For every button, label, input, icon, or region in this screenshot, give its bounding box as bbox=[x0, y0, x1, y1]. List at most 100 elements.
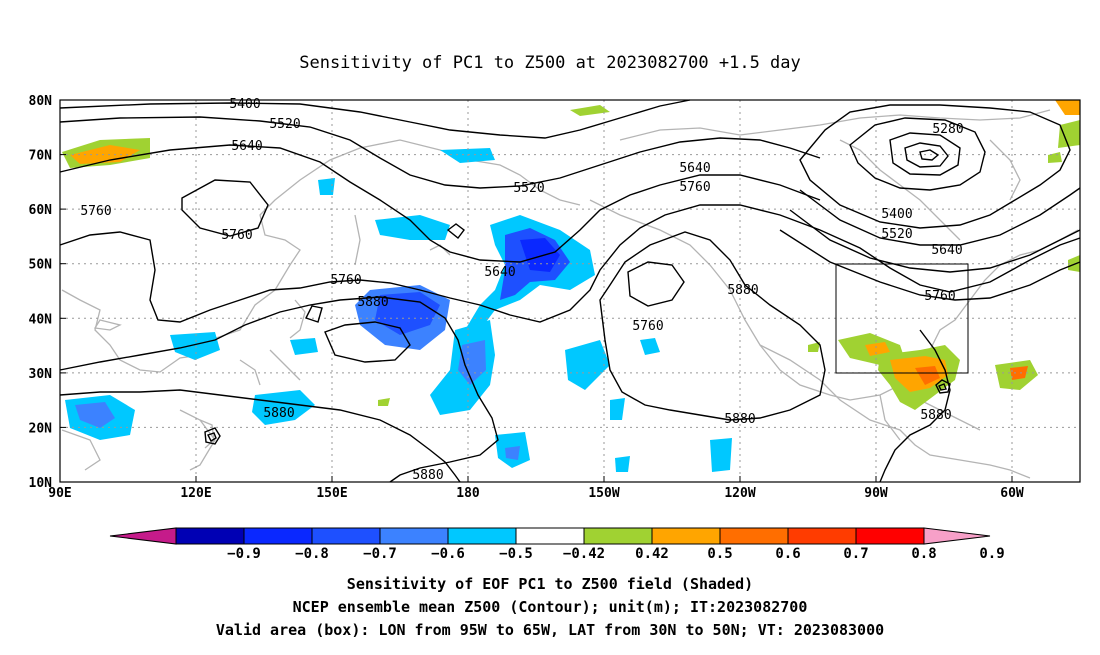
lon-label: 90W bbox=[864, 486, 888, 501]
lon-label: 60W bbox=[1000, 486, 1024, 501]
colorbar-left-triangle bbox=[109, 527, 177, 545]
colorbar-box bbox=[175, 527, 245, 545]
shade-negative bbox=[290, 338, 318, 355]
caption-line-2: NCEP ensemble mean Z500 (Contour); unit(… bbox=[293, 598, 808, 616]
contour-label: 5280 bbox=[932, 122, 963, 137]
latitude-labels: 80N 70N 60N 50N 40N 30N 20N 10N bbox=[29, 94, 53, 491]
shade-negative bbox=[375, 292, 440, 335]
shade-positive bbox=[1010, 366, 1028, 380]
colorbar-box bbox=[379, 527, 449, 545]
lat-label: 60N bbox=[29, 203, 53, 218]
contour-label: 5520 bbox=[881, 227, 912, 242]
contour-label: 5400 bbox=[881, 207, 912, 222]
lon-label: 150E bbox=[316, 486, 347, 501]
contour-label: 5640 bbox=[231, 139, 262, 154]
lat-label: 80N bbox=[29, 94, 53, 109]
shade-negative bbox=[505, 446, 520, 460]
contour-label: 5760 bbox=[221, 228, 252, 243]
colorbar-box bbox=[583, 527, 653, 545]
contour-label: 5880 bbox=[920, 408, 951, 423]
valid-area-box bbox=[835, 263, 969, 374]
shade-positive bbox=[1055, 100, 1080, 115]
contour-label: 5760 bbox=[330, 273, 361, 288]
contour-label: 5640 bbox=[679, 161, 710, 176]
colorbar-label: −0.7 bbox=[363, 546, 397, 562]
shade-negative bbox=[710, 438, 732, 472]
colorbar-label: −0.9 bbox=[227, 546, 261, 562]
figure-title: Sensitivity of PC1 to Z500 at 2023082700… bbox=[299, 53, 801, 73]
colorbar-label: 0.6 bbox=[775, 546, 800, 562]
contour-label: 5520 bbox=[269, 117, 300, 132]
lat-label: 20N bbox=[29, 421, 53, 436]
shade-negative bbox=[318, 178, 335, 195]
shade-negative bbox=[565, 340, 610, 390]
shade-positive bbox=[865, 342, 890, 356]
contour-label: 5640 bbox=[931, 243, 962, 258]
colorbar-label: −0.42 bbox=[563, 546, 605, 562]
contour-label: 5880 bbox=[412, 468, 443, 483]
contour-labels: 5400 5520 5640 5760 5760 5520 5640 5760 … bbox=[80, 97, 963, 483]
colorbar-label: −0.6 bbox=[431, 546, 465, 562]
colorbar-box bbox=[311, 527, 381, 545]
z500-contours bbox=[59, 99, 1081, 483]
shade-positive bbox=[915, 366, 940, 385]
coastlines bbox=[61, 109, 1079, 479]
contour-label: 5880 bbox=[727, 283, 758, 298]
contour-label: 5760 bbox=[924, 289, 955, 304]
axis-ticks bbox=[60, 99, 1013, 482]
contour-label: 5760 bbox=[679, 180, 710, 195]
contour-label: 5520 bbox=[513, 181, 544, 196]
lon-label: 180 bbox=[456, 486, 480, 501]
colorbar-label: −0.8 bbox=[295, 546, 329, 562]
colorbar: −0.9 −0.8 −0.7 −0.6 −0.5 −0.42 0.42 0.5 0.6 0.7 0.… bbox=[109, 527, 1005, 562]
colorbar-box bbox=[243, 527, 313, 545]
colorbar-label: 0.5 bbox=[707, 546, 732, 562]
contour-label: 5640 bbox=[484, 265, 515, 280]
colorbar-box bbox=[855, 527, 925, 545]
contour-label: 5880 bbox=[724, 412, 755, 427]
lat-label: 10N bbox=[29, 476, 53, 491]
caption-line-1: Sensitivity of EOF PC1 to Z500 field (Sh… bbox=[347, 575, 753, 593]
longitude-labels: 90E 120E 150E 180 150W 120W 90W 60W bbox=[48, 486, 1024, 501]
shade-negative bbox=[458, 340, 486, 385]
shade-negative bbox=[375, 215, 450, 240]
shade-positive bbox=[570, 105, 610, 116]
colorbar-right-triangle bbox=[923, 527, 991, 545]
shade-positive bbox=[378, 398, 390, 406]
colorbar-box bbox=[787, 527, 857, 545]
shade-negative bbox=[75, 402, 115, 428]
sensitivity-shading bbox=[62, 100, 1080, 472]
shade-positive bbox=[70, 145, 140, 164]
shade-negative bbox=[640, 338, 660, 355]
caption-line-3: Valid area (box): LON from 95W to 65W, L… bbox=[216, 621, 884, 639]
shade-negative bbox=[252, 390, 315, 425]
colorbar-box bbox=[515, 527, 585, 545]
lat-label: 30N bbox=[29, 367, 53, 382]
colorbar-label: 0.8 bbox=[911, 546, 936, 562]
lat-label: 70N bbox=[29, 149, 53, 164]
shade-positive bbox=[808, 342, 820, 352]
lat-label: 40N bbox=[29, 312, 53, 327]
graticule bbox=[60, 100, 1080, 482]
map-panel: 5400 5520 5640 5760 5760 5520 5640 5760 … bbox=[29, 94, 1081, 501]
colorbar-box bbox=[651, 527, 721, 545]
lon-label: 120W bbox=[724, 486, 755, 501]
lat-label: 50N bbox=[29, 258, 53, 273]
colorbar-label: −0.5 bbox=[499, 546, 533, 562]
colorbar-label: 0.7 bbox=[843, 546, 868, 562]
contour-label: 5880 bbox=[357, 295, 388, 310]
shade-negative bbox=[610, 398, 625, 420]
lon-label: 150W bbox=[588, 486, 619, 501]
colorbar-box bbox=[447, 527, 517, 545]
lon-label: 120E bbox=[180, 486, 211, 501]
shade-positive bbox=[1058, 120, 1080, 148]
colorbar-label: 0.42 bbox=[635, 546, 669, 562]
contour-label: 5400 bbox=[229, 97, 260, 112]
shade-negative bbox=[615, 456, 630, 472]
shade-negative bbox=[170, 332, 220, 360]
contour-label: 5880 bbox=[263, 406, 294, 421]
contour-label: 5760 bbox=[80, 204, 111, 219]
colorbar-label: 0.9 bbox=[979, 546, 1004, 562]
lon-label: 90E bbox=[48, 486, 71, 501]
